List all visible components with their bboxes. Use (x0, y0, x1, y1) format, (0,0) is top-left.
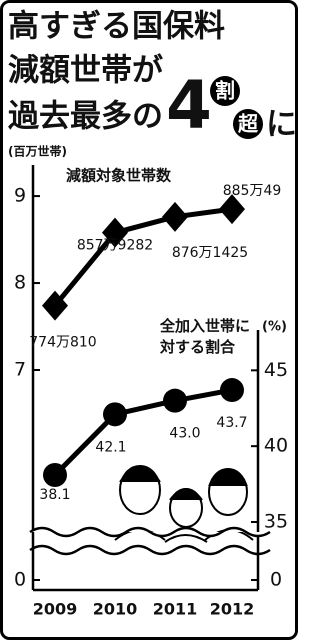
title-line: 減額世帯が (8, 53, 163, 89)
title-line: 高すぎる国保料 (8, 9, 225, 45)
marker (43, 463, 67, 487)
value-label: 885万49 (223, 183, 282, 199)
y-tick-label: 9 (14, 185, 26, 207)
title-big-number: 4 (166, 67, 212, 144)
x-tick-label: 2009 (33, 600, 78, 619)
x-tick-label: 2010 (93, 600, 138, 619)
title-line: 過去最多の (8, 99, 163, 135)
marker (163, 389, 187, 413)
y2-tick-label: 40 (264, 435, 288, 457)
title-badge: 割 (215, 79, 235, 103)
x-tick-label: 2012 (210, 600, 255, 619)
page: 高すぎる国保料 減額世帯が 過去最多の 4 割 超 に (百万世帯) (%) 減… (0, 0, 298, 640)
marker (220, 378, 244, 402)
y2-tick-label: 0 (270, 569, 282, 591)
series-label: 全加入世帯に対する割合 (160, 316, 256, 358)
y2-tick-label: 45 (264, 359, 288, 381)
title-line: に (266, 107, 297, 143)
y2-axis-label: (%) (262, 320, 287, 335)
value-label: 43.7 (216, 415, 247, 431)
axis-break (30, 546, 270, 554)
value-label: 42.1 (95, 439, 126, 455)
y2-tick-label: 35 (264, 511, 288, 533)
value-label: 857万9282 (77, 238, 153, 254)
series-line (55, 390, 232, 475)
value-label: 43.0 (169, 426, 200, 442)
title-badge: 超 (237, 112, 259, 136)
y-axis-label: (百万世帯) (8, 144, 67, 159)
series-label: 減額対象世帯数 (66, 167, 172, 185)
y-tick-label: 8 (14, 272, 26, 294)
value-label: 38.1 (39, 487, 70, 503)
marker (162, 202, 188, 232)
y-tick-label: 7 (14, 359, 26, 381)
x-tick-label: 2011 (153, 600, 198, 619)
value-label: 876万1425 (172, 245, 248, 261)
y-tick-label: 0 (14, 569, 26, 591)
marker (103, 402, 127, 426)
value-label: 774万810 (29, 335, 96, 351)
